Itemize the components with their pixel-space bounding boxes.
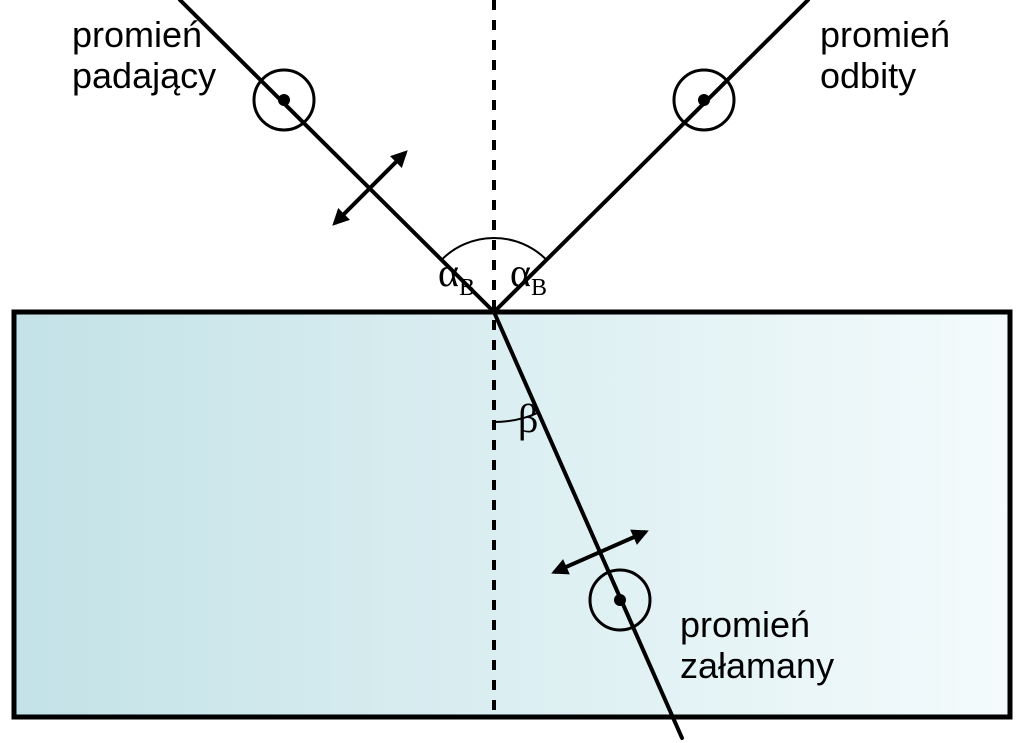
reflected-label: promień odbity [820, 14, 950, 97]
incident-label-line1: promień [72, 14, 202, 55]
reflected-label-line2: odbity [820, 55, 916, 96]
refracted-label: promień załamany [680, 604, 834, 687]
alpha-right-sub: B [531, 275, 547, 301]
refracted-label-line1: promień [680, 604, 810, 645]
reflected-polarization-dot [698, 94, 710, 106]
alpha-right-sym: α [510, 250, 531, 295]
refracted-polarization-dot [614, 594, 626, 606]
reflected-label-line1: promień [820, 14, 950, 55]
medium-rect [14, 312, 1010, 717]
brewster-diagram [0, 0, 1024, 743]
alpha-left-sub: B [459, 275, 475, 301]
beta: β [518, 396, 538, 442]
beta-sym: β [518, 396, 538, 441]
incident-label: promień padający [72, 14, 216, 97]
refracted-label-line2: załamany [680, 645, 834, 686]
alpha-left-sym: α [438, 250, 459, 295]
alpha-left: αB [438, 250, 475, 303]
incident-label-line2: padający [72, 55, 216, 96]
incident-polarization-dot [278, 94, 290, 106]
alpha-right: αB [510, 250, 547, 303]
